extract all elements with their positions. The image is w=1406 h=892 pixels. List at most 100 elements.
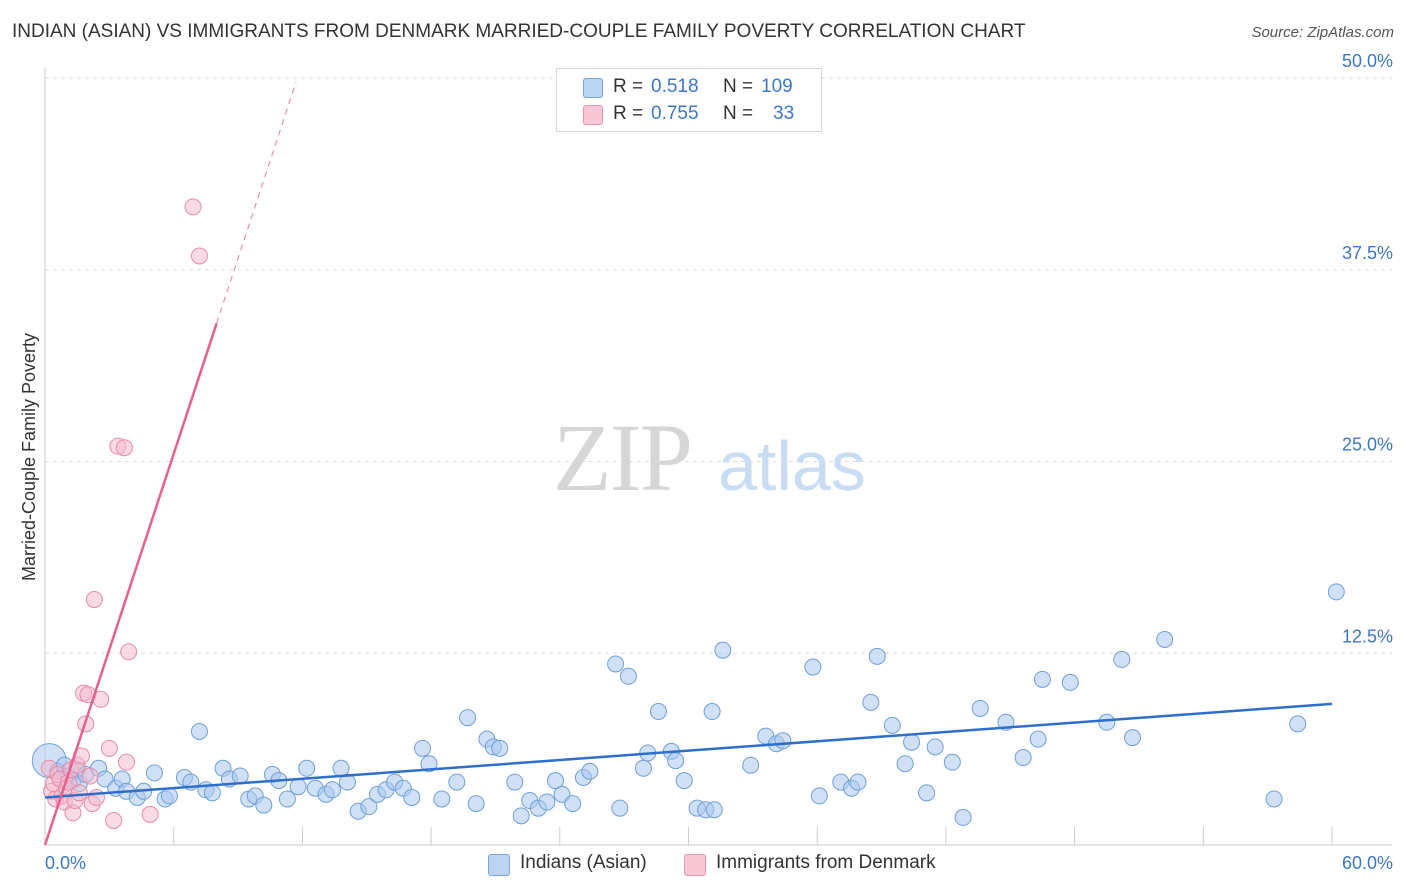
point-indians xyxy=(289,778,307,796)
legend-r-label: R = xyxy=(613,76,644,97)
point-indians xyxy=(338,773,356,791)
point-denmark xyxy=(118,753,136,771)
y-tick-label: 25.0% xyxy=(1342,435,1393,455)
legend-n-label: N = xyxy=(723,103,754,124)
legend-r-label: R = xyxy=(613,103,644,124)
point-denmark xyxy=(141,805,159,823)
point-denmark xyxy=(120,643,138,661)
point-indians xyxy=(868,647,886,665)
axes xyxy=(44,68,1392,846)
point-indians xyxy=(255,796,273,814)
point-indians xyxy=(459,709,477,727)
point-indians xyxy=(1113,650,1131,668)
point-indians xyxy=(231,767,249,785)
point-indians xyxy=(278,790,296,808)
scatter-points xyxy=(31,198,1345,829)
point-denmark xyxy=(85,591,103,609)
correlation-legend: R = 0.518 N = 109 R = 0.755 N = 33 xyxy=(556,68,822,132)
y-tick-label: 37.5% xyxy=(1342,243,1393,263)
watermark-zip: ZIP xyxy=(553,404,691,511)
trend-line-denmark-extension xyxy=(216,82,297,324)
watermark-atlas: atlas xyxy=(718,427,866,505)
point-indians xyxy=(714,641,732,659)
legend-swatch-denmark xyxy=(583,105,603,125)
legend-swatch-indians xyxy=(583,78,603,98)
point-indians xyxy=(448,773,466,791)
axis-labels: 12.5% 25.0% 37.5% 50.0% 0.0% 60.0% Married-Cou… xyxy=(19,51,1393,873)
point-indians xyxy=(903,733,921,751)
point-indians xyxy=(1061,673,1079,691)
y-axis-title: Married-Couple Family Poverty xyxy=(19,333,39,581)
point-indians xyxy=(1029,730,1047,748)
point-indians xyxy=(649,703,667,721)
legend-r-value: 0.518 xyxy=(651,76,699,97)
bottom-legend-label-denmark: Immigrants from Denmark xyxy=(716,852,936,873)
point-indians xyxy=(667,752,685,770)
point-denmark xyxy=(81,767,99,785)
point-indians xyxy=(611,799,629,817)
point-indians xyxy=(581,762,599,780)
chart-title: INDIAN (ASIAN) VS IMMIGRANTS FROM DENMAR… xyxy=(12,21,1026,42)
point-indians xyxy=(420,755,438,773)
point-denmark xyxy=(70,784,88,802)
point-indians xyxy=(804,658,822,676)
trend-line-denmark xyxy=(43,323,218,846)
point-indians xyxy=(607,655,625,673)
point-indians xyxy=(774,732,792,750)
point-indians xyxy=(203,784,221,802)
point-indians xyxy=(926,738,944,756)
y-tick-label: 50.0% xyxy=(1342,51,1393,71)
bottom-legend-swatch-indians xyxy=(488,854,510,876)
point-indians xyxy=(190,722,208,740)
point-indians xyxy=(849,773,867,791)
point-indians xyxy=(553,785,571,803)
point-denmark xyxy=(105,811,123,829)
point-denmark xyxy=(184,198,202,216)
point-indians xyxy=(1124,729,1142,747)
point-indians xyxy=(703,703,721,721)
x-tick-label-min: 0.0% xyxy=(45,853,86,873)
point-indians xyxy=(918,784,936,802)
x-tick-label-max: 60.0% xyxy=(1342,853,1393,873)
point-indians xyxy=(675,772,693,790)
trend-lines xyxy=(43,82,1333,846)
point-denmark xyxy=(115,439,133,457)
point-indians xyxy=(506,773,524,791)
point-indians xyxy=(954,808,972,826)
point-indians xyxy=(323,781,341,799)
point-indians xyxy=(1289,715,1307,733)
legend-r-value: 0.755 xyxy=(651,103,699,124)
point-indians xyxy=(298,759,316,777)
point-indians xyxy=(547,772,565,790)
point-indians xyxy=(160,787,178,805)
legend-n-value: 109 xyxy=(761,76,793,97)
point-indians xyxy=(512,807,530,825)
point-indians xyxy=(403,788,421,806)
grid-lines xyxy=(45,77,1392,654)
point-denmark xyxy=(190,247,208,265)
point-indians xyxy=(414,739,432,757)
point-indians xyxy=(491,739,509,757)
bottom-legend-swatch-denmark xyxy=(684,854,706,876)
point-indians xyxy=(810,787,828,805)
point-denmark xyxy=(100,739,118,757)
point-indians xyxy=(145,764,163,782)
point-indians xyxy=(1033,670,1051,688)
bottom-legend-label-indians: Indians (Asian) xyxy=(520,852,647,873)
point-indians xyxy=(634,759,652,777)
point-indians xyxy=(943,753,961,771)
point-indians xyxy=(564,795,582,813)
source-label: Source: ZipAtlas.com xyxy=(1251,24,1394,41)
point-indians xyxy=(1265,790,1283,808)
point-denmark xyxy=(87,788,105,806)
point-indians xyxy=(1014,749,1032,767)
point-indians xyxy=(538,793,556,811)
point-indians xyxy=(360,798,378,816)
point-indians xyxy=(433,790,451,808)
point-indians xyxy=(971,699,989,717)
legend-n-value: 33 xyxy=(773,103,795,124)
point-indians xyxy=(862,693,880,711)
point-indians xyxy=(1156,630,1174,648)
watermark: ZIP atlas xyxy=(553,404,866,511)
